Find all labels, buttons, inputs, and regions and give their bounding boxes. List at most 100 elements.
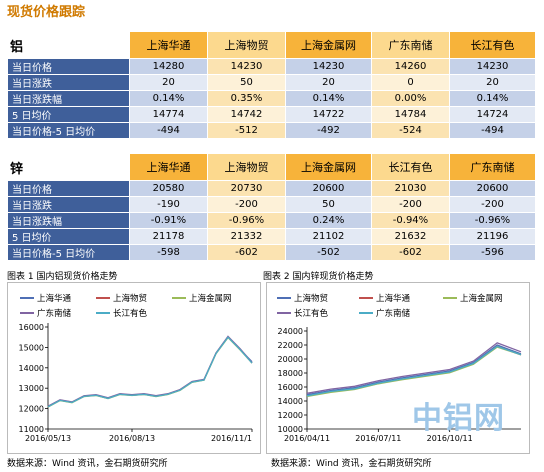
table-cell: 0 [371,74,450,91]
zinc-price-chart: 10000 12000 14000 16000 18000 20000 22000 24000… [266,282,530,454]
table-cell: 14260 [371,58,450,75]
y-tick-label: 16000 [278,383,303,392]
series-line [306,345,522,397]
column-header: 上海金属网 [285,153,372,181]
x-tick-label: 2016/04/11 [284,434,330,443]
table-cell: 14724 [449,106,536,123]
table-cell: 21178 [129,228,208,245]
table-cell: 14784 [371,106,450,123]
legend-label: 上海华通 [37,293,72,304]
y-tick-label: 12000 [278,411,303,420]
table-row: 5 日均价 14774 14742 14722 14784 14724 [7,106,536,123]
table-cell: -0.96% [449,212,536,229]
table-cell: -200 [371,196,450,213]
row-label: 当日涨跌幅 [7,90,130,107]
table-cell: 20 [129,74,208,91]
column-header: 上海物贸 [207,153,286,181]
table-cell: -0.94% [371,212,450,229]
table-cell: 14280 [129,58,208,75]
page-title: 现货价格跟踪 [7,5,86,20]
table-cell: -598 [129,244,208,261]
zinc-chart-svg: 10000 12000 14000 16000 18000 20000 22000 24000… [277,293,522,443]
table-cell: 50 [285,196,372,213]
table-row: 5 日均价 21178 21332 21102 21632 21196 [7,228,536,245]
row-label: 当日价格-5 日均价 [7,244,130,261]
table-cell: 21632 [371,228,450,245]
table-cell: 21332 [207,228,286,245]
y-tick-label: 10000 [278,425,303,434]
x-tick-label: 2016/05/13 [25,434,71,443]
x-tick-label: 2016/10/11 [427,434,473,443]
column-header: 上海金属网 [285,31,372,59]
y-tick-label: 14000 [278,397,303,406]
y-tick-label: 12000 [19,405,44,414]
table-cell: -502 [285,244,372,261]
table-row: 当日涨跌幅 -0.91% -0.96% 0.24% -0.94% -0.96% [7,212,536,229]
watermark: 中铝网 [412,401,505,436]
chart-caption-left: 图表 1 国内铝现货价格走势 [7,272,118,282]
table-cell: 21030 [371,180,450,197]
series-line [306,342,522,394]
table-cell: -200 [207,196,286,213]
table-cell: 20600 [285,180,372,197]
table-cell: -190 [129,196,208,213]
y-tick-label: 24000 [278,327,303,336]
table-cell: 20580 [129,180,208,197]
y-tick-label: 18000 [278,369,303,378]
table-cell: 20730 [207,180,286,197]
table-row: 当日价格 20580 20730 20600 21030 20600 [7,180,536,197]
table-cell: 21102 [285,228,372,245]
table-row: 当日价格-5 日均价 -598 -602 -502 -602 -596 [7,244,536,261]
y-tick-label: 11000 [19,425,44,434]
table-cell: 20 [449,74,536,91]
data-source-left: 数据来源：Wind 资讯，金石期货研究所 [7,459,168,469]
y-tick-label: 20000 [278,355,303,364]
table-cell: 50 [207,74,286,91]
table-cell: -0.91% [129,212,208,229]
table-cell: -200 [449,196,536,213]
table-cell: 0.14% [129,90,208,107]
table-cell: -524 [371,122,450,139]
table-cell: 0.35% [207,90,286,107]
table-cell: 0.14% [449,90,536,107]
row-label: 5 日均价 [7,228,130,245]
x-tick-label: 2016/08/13 [109,434,155,443]
table-cell: 21196 [449,228,536,245]
table-row: 当日价格-5 日均价 -494 -512 -492 -524 -494 [7,122,536,139]
legend-label: 广东南储 [37,308,72,319]
metal-label: 锌 [7,153,130,181]
row-label: 当日涨跌 [7,74,130,91]
table-cell: -512 [207,122,286,139]
table-row: 当日涨跌 20 50 20 0 20 [7,74,536,91]
legend-label: 上海金属网 [460,293,503,304]
row-label: 5 日均价 [7,106,130,123]
column-header: 长江有色 [371,153,450,181]
legend-label: 上海物贸 [294,293,328,304]
column-header: 上海华通 [129,153,208,181]
y-tick-label: 13000 [19,384,44,393]
legend-label: 上海华通 [376,293,411,304]
table-cell: 14230 [285,58,372,75]
series-line [47,336,253,408]
aluminum-chart-svg: 11000 12000 13000 14000 15000 16000 2016/05/13… [19,293,253,443]
table-cell: -492 [285,122,372,139]
y-tick-label: 16000 [19,323,44,332]
row-label: 当日价格-5 日均价 [7,122,130,139]
table-cell: 14722 [285,106,372,123]
legend-label: 广东南储 [376,308,411,319]
column-header: 长江有色 [449,31,536,59]
table-cell: -494 [449,122,536,139]
row-label: 当日价格 [7,180,130,197]
aluminum-price-table: 铝 上海华通 上海物贸 上海金属网 广东南储 长江有色 当日价格 14280 1… [7,31,536,139]
y-tick-label: 14000 [19,364,44,373]
table-cell: -602 [371,244,450,261]
aluminum-price-chart: 11000 12000 13000 14000 15000 16000 2016/05/13… [7,282,261,454]
x-tick-label: 2016/07/11 [355,434,401,443]
table-cell: 20600 [449,180,536,197]
column-header: 上海物贸 [207,31,286,59]
table-cell: 0.00% [371,90,450,107]
table-row: 当日涨跌幅 0.14% 0.35% 0.14% 0.00% 0.14% [7,90,536,107]
row-label: 当日涨跌幅 [7,212,130,229]
table-cell: 0.14% [285,90,372,107]
column-header: 上海华通 [129,31,208,59]
